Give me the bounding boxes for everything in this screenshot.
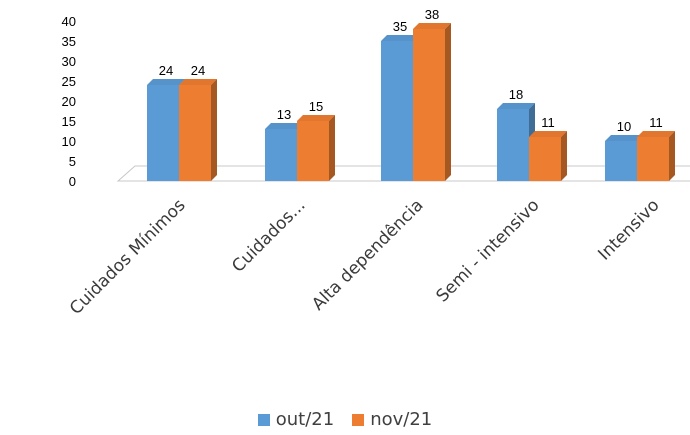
bar-top bbox=[605, 135, 643, 141]
data-label: 38 bbox=[425, 7, 439, 22]
y-tick-label: 20 bbox=[62, 94, 76, 109]
bars bbox=[147, 23, 675, 181]
bar-side bbox=[561, 131, 567, 181]
category-label: Intensivo bbox=[594, 195, 663, 264]
category-label: Cuidados Mínimos bbox=[66, 195, 190, 319]
data-label: 10 bbox=[617, 119, 631, 134]
legend: out/21 nov/21 bbox=[0, 409, 690, 430]
bar bbox=[179, 79, 217, 181]
bar-top bbox=[413, 23, 451, 29]
bar-top bbox=[381, 35, 419, 41]
category-label: Alta dependência bbox=[308, 195, 427, 314]
y-tick-label: 30 bbox=[62, 54, 76, 69]
y-axis: 0 5 10 15 20 25 30 35 40 bbox=[62, 14, 76, 189]
bar-front bbox=[637, 137, 669, 181]
bar-top bbox=[637, 131, 675, 137]
category-label: Semi - intensivo bbox=[433, 195, 544, 306]
data-labels: 24 24 13 15 35 38 18 11 10 11 bbox=[159, 7, 663, 134]
bar-top bbox=[147, 79, 185, 85]
bar-top bbox=[179, 79, 217, 85]
legend-swatch-series-2 bbox=[352, 413, 365, 426]
data-label: 13 bbox=[277, 107, 291, 122]
bar-top bbox=[529, 131, 567, 137]
bar-front bbox=[147, 85, 179, 181]
bar-top bbox=[497, 103, 535, 109]
bar-front bbox=[381, 41, 413, 181]
data-label: 15 bbox=[309, 99, 323, 114]
bar-front bbox=[605, 141, 637, 181]
y-tick-label: 10 bbox=[62, 134, 76, 149]
bar bbox=[413, 23, 451, 181]
bar-side bbox=[669, 131, 675, 181]
bar-side bbox=[211, 79, 217, 181]
bar-front bbox=[529, 137, 561, 181]
bar-side bbox=[329, 115, 335, 181]
data-label: 35 bbox=[393, 19, 407, 34]
category-labels: Cuidados Mínimos Cuidados...Alta dependên… bbox=[66, 195, 664, 319]
y-tick-label: 25 bbox=[62, 74, 76, 89]
y-tick-label: 15 bbox=[62, 114, 76, 129]
bar bbox=[297, 115, 335, 181]
bar-top bbox=[265, 123, 303, 129]
legend-item-series-2: nov/21 bbox=[352, 409, 432, 430]
data-label: 11 bbox=[649, 115, 663, 130]
bar-front bbox=[413, 29, 445, 181]
bar-front bbox=[265, 129, 297, 181]
legend-label-series-2: nov/21 bbox=[370, 409, 433, 430]
category-label: Cuidados... bbox=[228, 195, 309, 276]
bar bbox=[529, 131, 567, 181]
data-label: 11 bbox=[541, 115, 555, 130]
bar-side bbox=[445, 23, 451, 181]
y-tick-label: 40 bbox=[62, 14, 76, 29]
legend-swatch-series-1 bbox=[257, 413, 270, 426]
data-label: 18 bbox=[509, 87, 523, 102]
bar-top bbox=[297, 115, 335, 121]
bar-front bbox=[179, 85, 211, 181]
data-label: 24 bbox=[191, 63, 205, 78]
legend-item-series-1: out/21 bbox=[257, 409, 335, 430]
bar-front bbox=[497, 109, 529, 181]
bar-front bbox=[297, 121, 329, 181]
y-tick-label: 0 bbox=[69, 174, 76, 189]
y-tick-label: 5 bbox=[69, 154, 76, 169]
legend-label-series-1: out/21 bbox=[275, 409, 335, 430]
y-tick-label: 35 bbox=[62, 34, 76, 49]
bar bbox=[637, 131, 675, 181]
data-label: 24 bbox=[159, 63, 173, 78]
bar-chart: 0 5 10 15 20 25 30 35 40 24 24 13 15 35 38 18 11 10 11 Cu… bbox=[62, 7, 690, 319]
